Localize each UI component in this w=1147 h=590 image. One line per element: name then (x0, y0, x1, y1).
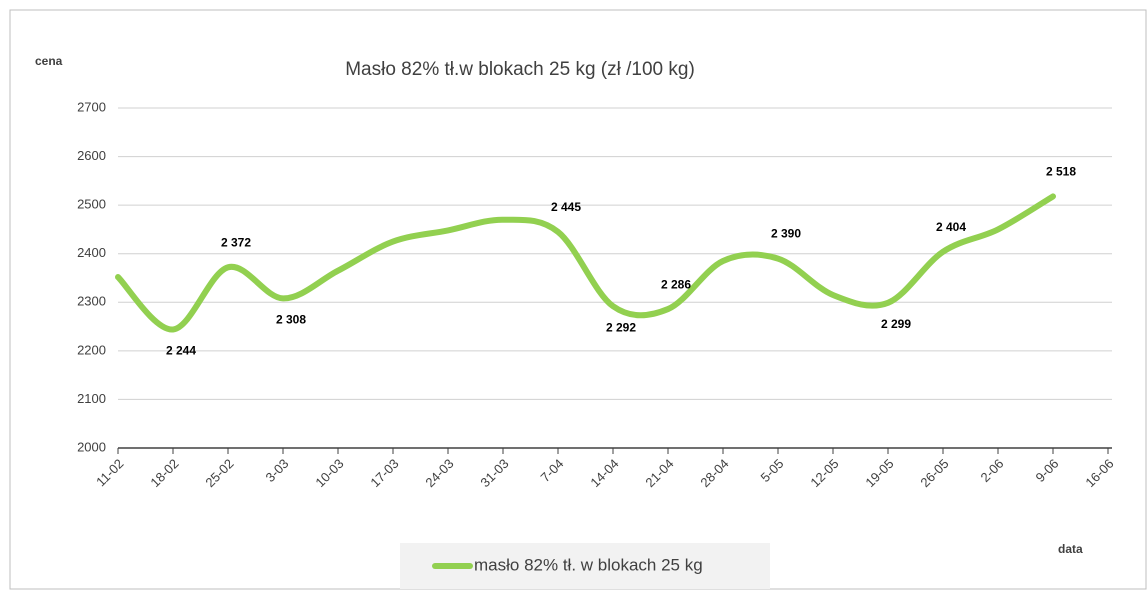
y-tick-label: 2400 (77, 245, 106, 260)
chart-title: Masło 82% tł.w blokach 25 kg (zł /100 kg… (345, 59, 695, 80)
y-tick-label: 2100 (77, 391, 106, 406)
y-tick-label: 2700 (77, 99, 106, 114)
y-tick-label: 2300 (77, 294, 106, 309)
x-tick-label: 5-05 (758, 456, 787, 485)
x-tick-label: 21-04 (642, 456, 676, 490)
x-axis-label: data (1058, 542, 1083, 556)
x-tick-label: 10-03 (312, 456, 346, 490)
x-tick-label: 25-02 (202, 456, 236, 490)
y-tick-label: 2200 (77, 342, 106, 357)
data-label: 2 244 (166, 344, 196, 358)
data-label: 2 286 (661, 277, 691, 291)
y-tick-label: 2500 (77, 197, 106, 212)
line (115, 193, 1056, 333)
x-tick-label: 17-03 (367, 456, 401, 490)
legend-label: masło 82% tł. w blokach 25 kg (474, 555, 703, 574)
chart-frame (9, 9, 1147, 590)
x-tick-label: 28-04 (697, 456, 731, 490)
x-tick-label: 12-05 (807, 456, 841, 490)
x-tick-label: 7-04 (538, 456, 567, 485)
x-tick-label: 3-03 (263, 456, 292, 485)
x-tick-label: 9-06 (1033, 456, 1062, 485)
x-tick-label: 26-05 (917, 456, 951, 490)
x-tick-label: 18-02 (147, 456, 181, 490)
x-tick-label: 2-06 (978, 456, 1007, 485)
y-axis-label: cena (35, 54, 63, 68)
y-tick-label: 2600 (77, 148, 106, 163)
x-tick-label: 31-03 (477, 456, 511, 490)
x-tick-label: 14-04 (587, 456, 621, 490)
data-label: 2 308 (276, 313, 306, 327)
x-tick-label: 11-02 (93, 456, 126, 489)
x-tick-label: 19-05 (862, 456, 896, 490)
data-label: 2 390 (771, 227, 801, 241)
y-tick-label: 2000 (77, 439, 106, 454)
data-label: 2 518 (1046, 165, 1076, 179)
x-tick-label: 24-03 (422, 456, 456, 490)
data-label: 2 299 (881, 317, 911, 331)
data-label: 2 404 (936, 220, 966, 234)
data-label: 2 372 (221, 235, 251, 249)
data-label: 2 292 (606, 320, 636, 334)
data-label: 2 445 (551, 200, 581, 214)
x-tick-label: 16-06 (1082, 456, 1116, 490)
